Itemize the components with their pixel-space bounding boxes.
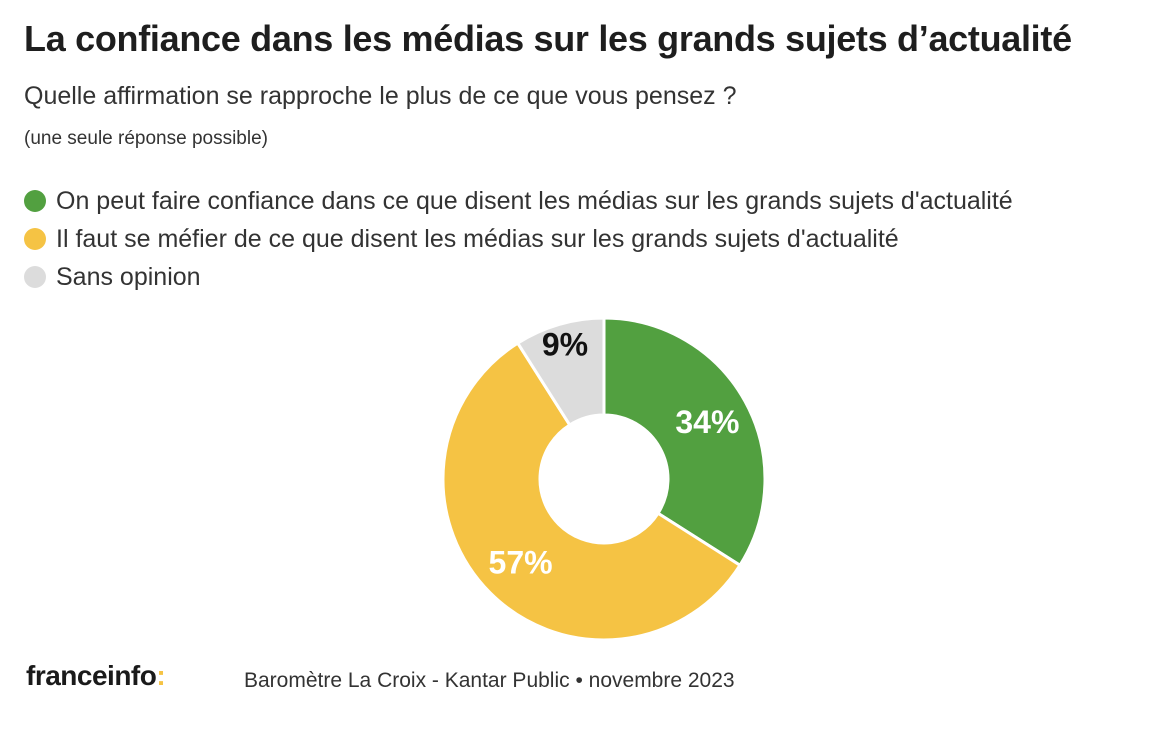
legend: On peut faire confiance dans ce que dise… xyxy=(24,182,1013,296)
slice-sans-opinion xyxy=(515,316,606,428)
chart-subtitle: Quelle affirmation se rapproche le plus … xyxy=(24,82,737,110)
logo-colon: : xyxy=(156,660,166,691)
legend-label: On peut faire confiance dans ce que dise… xyxy=(56,186,1013,215)
slice-label: 9% xyxy=(542,327,588,363)
source-text: Baromètre La Croix - Kantar Public • nov… xyxy=(244,669,735,692)
legend-swatch-grey xyxy=(24,266,46,288)
chart-note: (une seule réponse possible) xyxy=(24,128,268,149)
slice-confiance xyxy=(602,316,767,568)
franceinfo-logo: franceinfo: xyxy=(26,660,166,692)
legend-label: Sans opinion xyxy=(56,262,201,291)
legend-item-confiance: On peut faire confiance dans ce que dise… xyxy=(24,182,1013,220)
legend-swatch-yellow xyxy=(24,228,46,250)
slice-label: 34% xyxy=(675,404,739,440)
slice-label: 57% xyxy=(489,544,553,580)
legend-item-sans-opinion: Sans opinion xyxy=(24,258,1013,296)
logo-text: franceinfo xyxy=(26,660,157,691)
legend-item-mefiance: Il faut se méfier de ce que disent les m… xyxy=(24,220,1013,258)
chart-title: La confiance dans les médias sur les gra… xyxy=(24,18,1072,59)
slice-mefiance xyxy=(441,340,743,642)
legend-swatch-green xyxy=(24,190,46,212)
legend-label: Il faut se méfier de ce que disent les m… xyxy=(56,224,899,253)
